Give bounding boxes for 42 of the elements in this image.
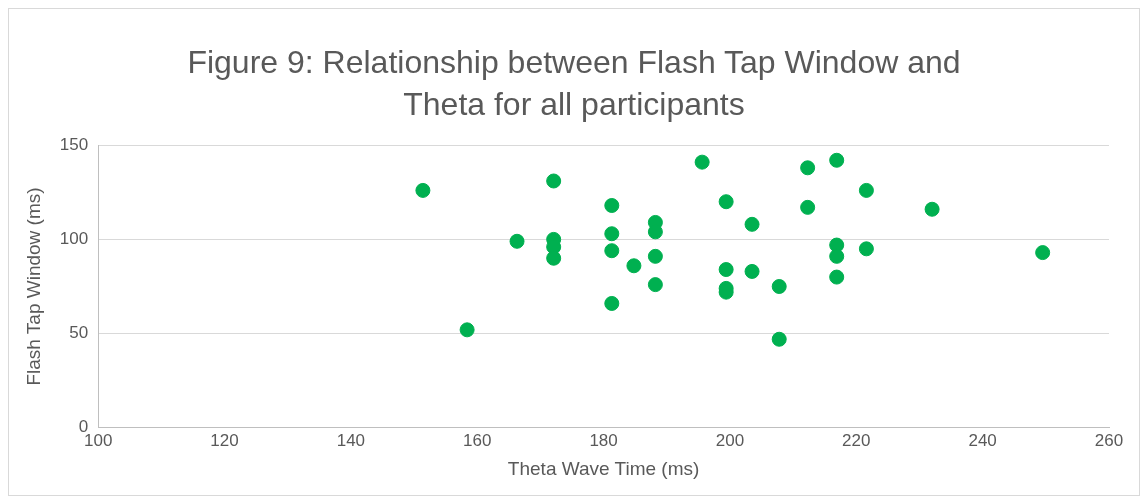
x-tick-label: 180 — [589, 430, 618, 450]
point — [771, 279, 787, 294]
point — [718, 194, 734, 210]
x-tick-label: 160 — [463, 430, 492, 450]
point — [1035, 245, 1051, 261]
x-tick-label: 220 — [842, 430, 871, 450]
point — [546, 250, 562, 266]
point — [604, 243, 620, 259]
point — [415, 182, 431, 198]
x-tick-label: 260 — [1094, 430, 1124, 450]
x-axis-title: Theta Wave Time (ms) — [507, 457, 700, 479]
point — [924, 201, 940, 217]
point — [800, 199, 816, 215]
point — [829, 269, 845, 285]
point — [546, 173, 562, 189]
point — [744, 216, 760, 232]
chart-title: Figure 9: Relationship between Flash Tap Window and Theta for all participants — [186, 43, 962, 124]
x-tick-label: 200 — [715, 430, 745, 450]
x-tick-label: 240 — [968, 430, 997, 450]
y-tick-label: 50 — [69, 323, 89, 343]
point — [604, 197, 620, 213]
point — [509, 233, 525, 249]
point — [604, 295, 620, 311]
point — [858, 182, 874, 198]
y-tick-label: 150 — [59, 134, 89, 154]
point — [771, 331, 787, 347]
point — [858, 241, 874, 257]
y-tick-label: 100 — [59, 229, 89, 249]
point — [800, 160, 816, 176]
point — [718, 262, 734, 278]
point — [647, 277, 663, 293]
y-axis-title: Flash Tap Window (ms) — [22, 187, 44, 386]
x-tick-label: 140 — [336, 430, 366, 450]
point — [829, 152, 845, 168]
point — [626, 258, 642, 274]
point — [647, 248, 663, 264]
point — [829, 248, 845, 264]
point — [744, 263, 760, 279]
x-tick-label: 120 — [210, 430, 239, 450]
point — [604, 226, 620, 242]
point — [459, 322, 475, 338]
point — [694, 154, 710, 170]
